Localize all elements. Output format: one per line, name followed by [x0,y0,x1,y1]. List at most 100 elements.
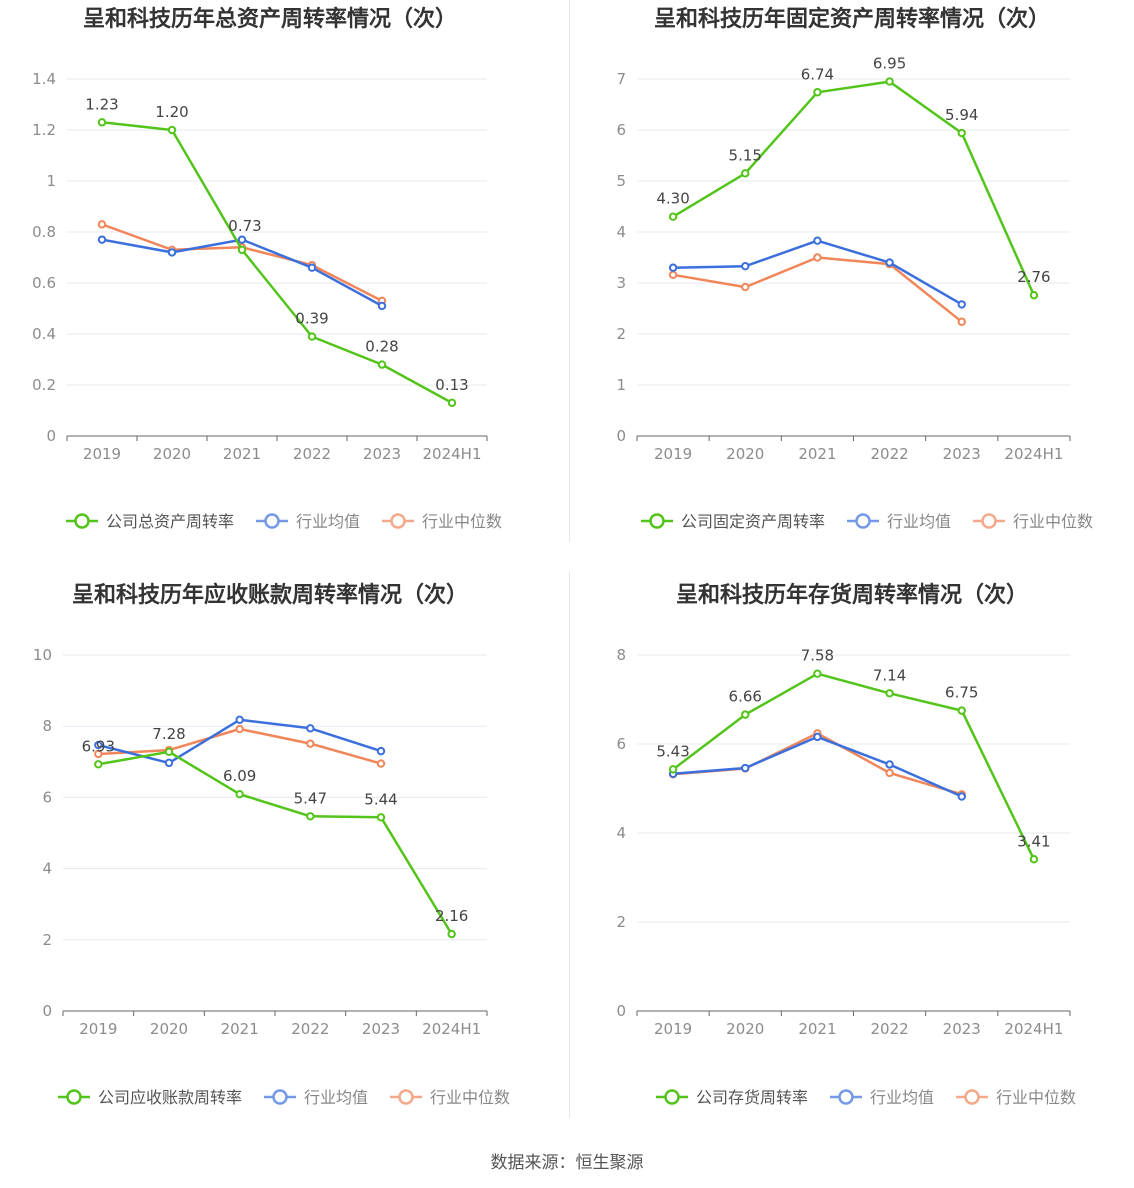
data-point-industry_mean [167,248,177,257]
y-tick-label: 2 [616,913,626,931]
y-tick-label: 10 [33,646,52,664]
legend-item-industry_mean: 行业均值 [830,1088,934,1107]
x-tick-label: 2024H1 [423,445,482,463]
data-point-company [957,706,966,715]
x-tick-label: 2021 [798,1020,836,1038]
legend-label: 公司总资产周转率 [106,512,234,531]
series-line-company [672,80,1036,296]
legend-item-industry_median: 行业中位数 [973,512,1093,531]
chart-inventory-turnover: 呈和科技历年存货周转率情况（次） 0 2 4 6 8 2019 2020 2021 2022 202… [570,572,1134,1122]
series-line-industry_mean [672,735,963,798]
y-tick-label: 0.8 [32,223,56,241]
data-point-industry_median [235,724,244,734]
legend-marker [66,1089,82,1105]
x-tick-label: 2021 [221,1020,259,1038]
x-tick-label: 2020 [726,1020,764,1038]
data-point-industry_median [97,220,107,229]
x-tick-label: 2024H1 [1004,445,1063,463]
x-tick-label: 2024H1 [1004,1020,1063,1038]
y-tick-label: 1.2 [32,121,56,139]
data-point-company [668,765,678,774]
legend-marker [74,513,90,529]
y-tick-label: 1.4 [32,70,56,88]
legend-marker [390,513,406,529]
data-point-company [813,88,822,97]
data-label: 0.39 [295,310,328,328]
x-tick-label: 2020 [153,445,191,463]
x-tick-label: 2023 [363,445,401,463]
legend-marker [981,513,997,529]
chart-title: 呈和科技历年总资产周转率情况（次） [83,6,457,32]
legend-item-industry_median: 行业中位数 [390,1088,510,1107]
data-point-industry_mean [307,263,317,272]
legend-item-company: 公司固定资产周转率 [641,512,825,531]
data-label: 5.44 [364,790,397,808]
x-tick-label: 2023 [943,1020,981,1038]
x-tick-label: 2021 [798,445,836,463]
x-tick-label: 2021 [223,445,261,463]
y-tick-label: 4 [616,824,626,842]
y-tick-label: 0 [46,427,56,445]
legend-label: 行业中位数 [1013,512,1093,531]
data-point-industry_mean [813,732,822,742]
y-tick-label: 6 [42,788,52,806]
data-label: 5.43 [656,742,689,760]
y-tick-label: 2 [42,931,52,949]
y-tick-label: 8 [42,717,52,735]
data-point-industry_mean [885,760,894,769]
y-tick-label: 2 [616,325,626,343]
data-point-company [885,689,894,698]
legend-label: 行业均值 [870,1088,934,1107]
y-tick-label: 4 [42,860,52,878]
legend-item-industry_median: 行业中位数 [956,1088,1076,1107]
data-point-company [376,813,386,822]
data-point-company [164,747,174,757]
data-point-company [1029,291,1039,300]
data-point-industry_mean [235,715,244,724]
data-point-industry_median [668,270,678,280]
legend-item-industry_mean: 行业均值 [847,512,951,531]
legend-marker [649,513,665,529]
data-point-industry_mean [957,300,966,309]
data-label: 6.09 [223,767,256,785]
series-line-company [101,121,453,404]
x-tick-label: 2019 [654,1020,692,1038]
x-tick-label: 2023 [362,1020,400,1038]
chart-svg: 呈和科技历年总资产周转率情况（次） 0 0.2 0.4 0.6 0.8 1 1.2 1.4 201… [32,6,502,531]
chart-title: 呈和科技历年存货周转率情况（次） [676,582,1028,608]
x-tick-label: 2024H1 [422,1020,481,1038]
legend-label: 行业中位数 [996,1088,1076,1107]
x-tick-label: 2022 [293,445,331,463]
data-label: 2.76 [1017,268,1050,286]
chart-title: 呈和科技历年固定资产周转率情况（次） [654,6,1050,32]
legend-item-company: 公司应收账款周转率 [58,1088,242,1107]
data-point-company [813,669,822,678]
y-tick-label: 5 [616,172,626,190]
chart-receivables-turnover: 呈和科技历年应收账款周转率情况（次） 0 2 4 6 8 10 2019 2020 2021 202… [0,572,570,1122]
panel-divider [569,572,570,1118]
y-tick-label: 0 [616,1002,626,1020]
chart-svg: 呈和科技历年存货周转率情况（次） 0 2 4 6 8 2019 2020 2021 2022 202… [616,582,1076,1107]
data-point-industry_median [306,739,315,748]
y-tick-label: 8 [616,646,626,664]
data-point-company [94,760,103,769]
y-tick-label: 0 [616,427,626,445]
x-tick-label: 2022 [870,445,908,463]
legend-label: 行业中位数 [422,512,502,531]
data-label: 1.20 [155,103,188,121]
legend-item-industry_mean: 行业均值 [264,1088,368,1107]
panel-divider [569,0,570,542]
legend-marker [398,1089,414,1105]
data-point-company [307,332,317,341]
legend-item-company: 公司总资产周转率 [66,512,234,531]
data-point-industry_median [885,768,894,778]
y-tick-label: 6 [616,735,626,753]
chart-title: 呈和科技历年应收账款周转率情况（次） [72,582,468,608]
data-label: 6.93 [82,737,115,755]
x-tick-label: 2020 [150,1020,188,1038]
x-tick-label: 2020 [726,445,764,463]
legend-marker [272,1089,288,1105]
data-label: 6.66 [729,688,762,706]
data-label: 5.94 [945,106,978,124]
x-tick-label: 2019 [79,1020,117,1038]
